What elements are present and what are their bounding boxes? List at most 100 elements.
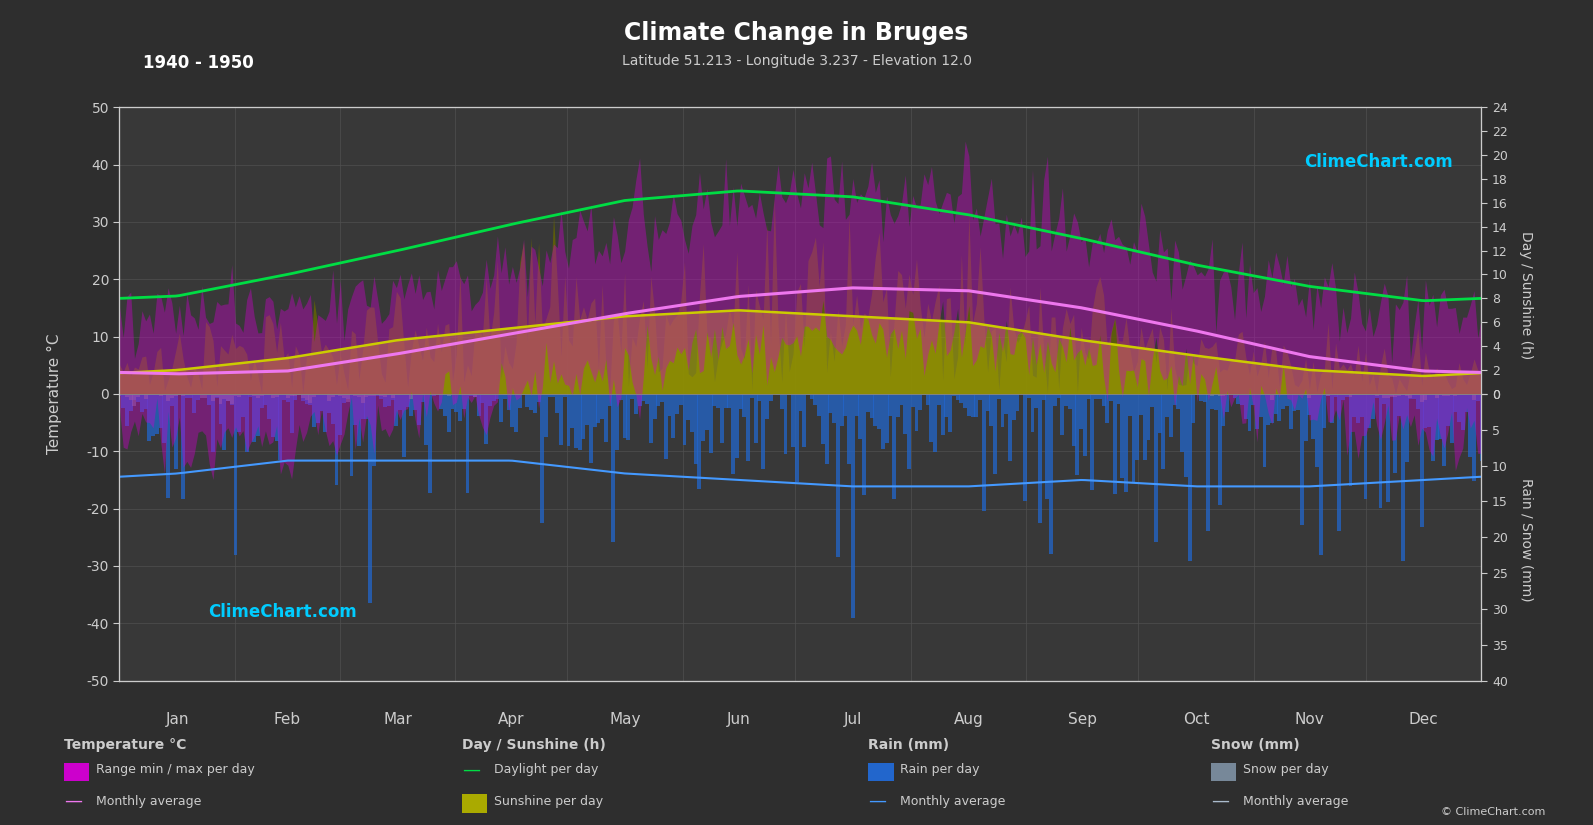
Text: Daylight per day: Daylight per day (494, 763, 599, 776)
Bar (290, 394, 293, 396)
Bar (159, 394, 162, 428)
Bar (1206, 394, 1211, 530)
Bar (398, 394, 401, 410)
Bar (578, 394, 581, 450)
Bar (210, 394, 215, 452)
Bar (473, 394, 476, 397)
Bar (1431, 394, 1435, 395)
Bar (1117, 394, 1120, 403)
Bar (1094, 394, 1098, 399)
Bar (379, 394, 384, 396)
Bar (503, 394, 507, 395)
Bar (596, 394, 601, 422)
Bar (223, 394, 226, 398)
Bar (401, 394, 406, 457)
Bar (1330, 394, 1333, 423)
Bar (873, 394, 878, 426)
Bar (1349, 394, 1352, 398)
Bar (1211, 394, 1214, 409)
Bar (1424, 394, 1427, 400)
Bar (282, 394, 287, 395)
Bar (241, 394, 245, 417)
Bar (118, 394, 121, 396)
Bar (185, 394, 190, 395)
Bar (798, 394, 803, 411)
Bar (1461, 394, 1464, 430)
Bar (1027, 394, 1031, 398)
Bar (1394, 394, 1397, 397)
Bar (274, 394, 279, 441)
Bar (207, 394, 212, 405)
Bar (417, 394, 421, 395)
Bar (166, 394, 170, 498)
Bar (1078, 394, 1083, 429)
Text: Snow per day: Snow per day (1243, 763, 1329, 776)
Bar (892, 394, 895, 499)
Bar (1023, 394, 1027, 501)
Bar (301, 394, 304, 401)
Bar (320, 394, 323, 411)
Bar (481, 394, 484, 403)
Bar (1012, 394, 1016, 420)
Bar (1386, 394, 1391, 502)
Text: Mar: Mar (382, 712, 413, 727)
Bar (1442, 394, 1446, 466)
Bar (1416, 394, 1419, 409)
Bar (761, 394, 765, 469)
Bar (413, 394, 417, 410)
Text: Temperature °C: Temperature °C (64, 738, 186, 752)
Bar (487, 394, 492, 407)
Bar (473, 394, 476, 398)
Text: Snow (mm): Snow (mm) (1211, 738, 1300, 752)
Text: Nov: Nov (1295, 712, 1325, 727)
Bar (1480, 394, 1483, 461)
Bar (1177, 394, 1180, 409)
Bar (245, 394, 249, 452)
Bar (690, 394, 695, 432)
Text: Jul: Jul (844, 712, 862, 727)
Bar (229, 394, 234, 405)
Bar (787, 394, 792, 395)
Bar (717, 394, 720, 408)
Bar (1102, 394, 1106, 406)
Bar (1016, 394, 1020, 411)
Bar (315, 394, 320, 395)
Bar (781, 394, 784, 409)
Bar (446, 394, 451, 431)
Text: Dec: Dec (1408, 712, 1438, 727)
Bar (151, 394, 155, 436)
Bar (867, 394, 870, 412)
Bar (1469, 394, 1472, 457)
Text: Rain per day: Rain per day (900, 763, 980, 776)
Bar (1325, 394, 1330, 396)
Bar (462, 394, 465, 395)
Bar (914, 394, 919, 431)
Bar (1419, 394, 1424, 402)
Bar (379, 394, 384, 399)
Bar (465, 394, 470, 493)
Bar (274, 394, 279, 397)
Bar (723, 394, 728, 408)
Bar (540, 394, 545, 523)
Bar (331, 394, 335, 397)
Bar (1244, 394, 1247, 419)
Bar (245, 394, 249, 395)
Bar (548, 394, 551, 397)
Bar (701, 394, 706, 441)
Bar (335, 394, 338, 485)
Bar (521, 394, 526, 395)
Text: —: — (462, 823, 479, 825)
Text: Temperature °C: Temperature °C (46, 333, 62, 455)
Bar (967, 394, 970, 417)
Bar (731, 394, 734, 474)
Bar (1050, 394, 1053, 554)
Bar (653, 394, 656, 419)
Bar (1222, 394, 1225, 427)
Bar (642, 394, 645, 401)
Bar (1120, 394, 1125, 478)
Bar (162, 394, 166, 443)
Bar (734, 394, 739, 458)
Bar (196, 394, 201, 395)
Bar (964, 394, 967, 408)
Bar (462, 394, 465, 408)
